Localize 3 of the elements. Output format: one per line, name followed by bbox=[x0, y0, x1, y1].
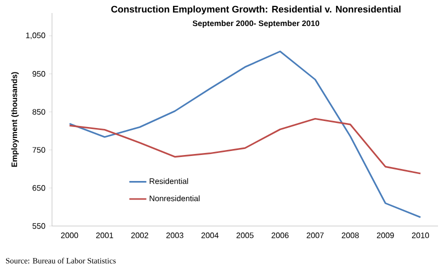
line-series bbox=[68, 118, 422, 174]
chart-title: Construction Employment Growth: Residential v. Nonresidential bbox=[111, 6, 400, 14]
line-series bbox=[68, 50, 422, 218]
